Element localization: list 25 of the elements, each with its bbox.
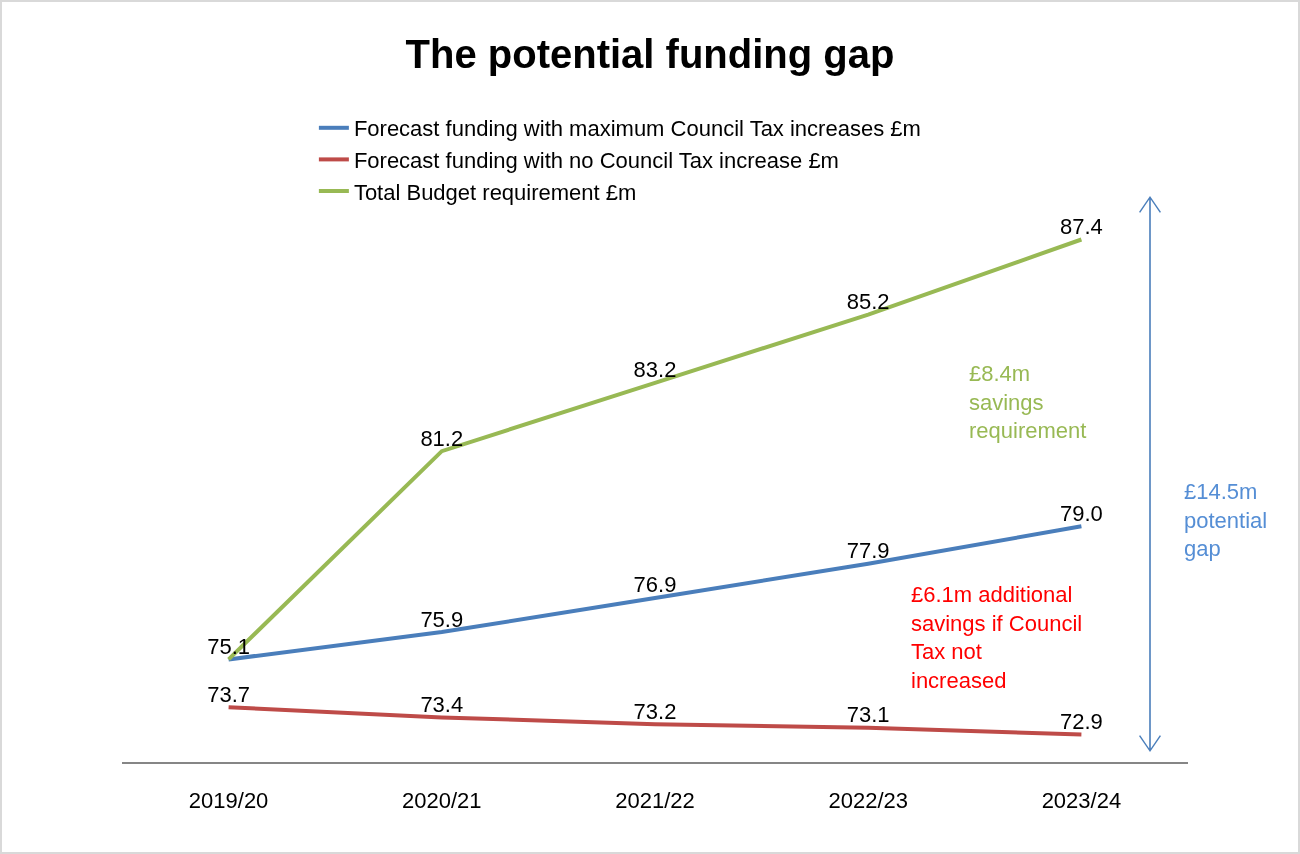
data-label: 76.9 <box>633 572 677 598</box>
data-label: 83.2 <box>633 357 677 383</box>
legend-label: Total Budget requirement £m <box>353 179 637 205</box>
annotation: £6.1m additional savings if Council Tax not increased <box>911 582 1083 693</box>
x-tick-label: 2022/23 <box>828 788 908 814</box>
data-label: 79.0 <box>1059 500 1103 526</box>
data-label: 73.1 <box>846 702 890 728</box>
chart-title: The potential funding gap <box>405 32 895 77</box>
data-label: 85.2 <box>846 289 890 315</box>
data-label: 73.2 <box>633 698 677 724</box>
legend-label: Forecast funding with no Council Tax increase £m <box>353 147 839 173</box>
annotation: £14.5m potential gap <box>1184 479 1268 562</box>
data-label: 73.4 <box>420 691 464 717</box>
x-tick-label: 2023/24 <box>1041 788 1122 814</box>
legend-label: Forecast funding with maximum Council Tax increases £m <box>353 116 921 142</box>
x-tick-label: 2019/20 <box>188 788 269 814</box>
data-label: 87.4 <box>1059 214 1103 239</box>
data-label: 73.7 <box>207 681 251 707</box>
data-label: 77.9 <box>846 538 890 564</box>
data-label: 72.9 <box>1059 709 1103 734</box>
data-label: 75.9 <box>420 606 464 632</box>
annotation: £8.4m savings requirement <box>969 361 1087 444</box>
x-tick-label: 2021/22 <box>615 788 695 814</box>
x-tick-label: 2020/21 <box>402 788 482 814</box>
data-label: 81.2 <box>420 425 464 451</box>
